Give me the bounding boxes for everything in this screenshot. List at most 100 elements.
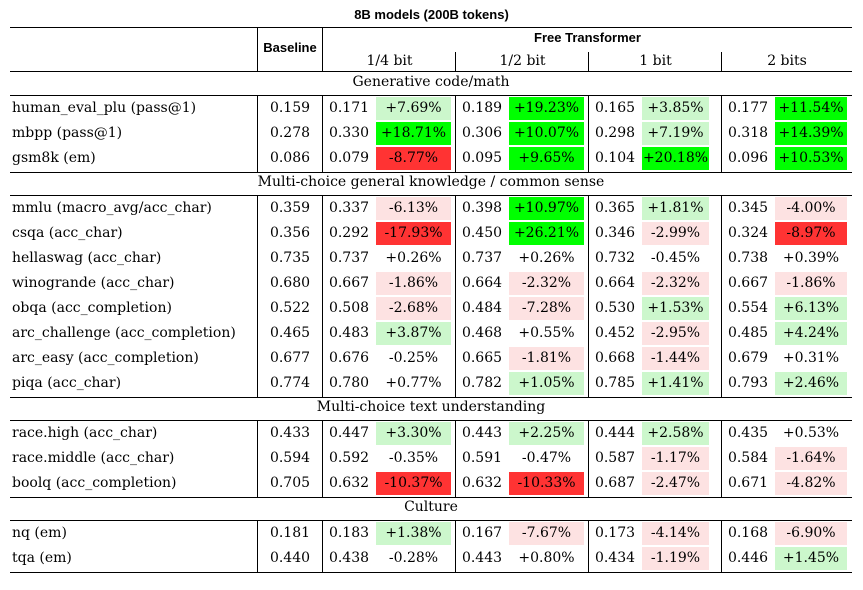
delta-percent: +26.21% (509, 222, 584, 245)
score-value: 0.732 (594, 250, 636, 266)
row-label: race.high (acc_char) (12, 425, 158, 441)
delta-percent: +0.53% (782, 425, 840, 441)
baseline-value: 0.181 (269, 525, 311, 541)
score-value: 0.189 (461, 100, 503, 116)
baseline-value: 0.522 (269, 300, 311, 316)
baseline-value: 0.086 (269, 150, 311, 166)
delta-percent: -8.77% (376, 147, 451, 170)
score-value: 0.444 (594, 425, 636, 441)
delta-percent: +1.38% (376, 522, 451, 545)
delta-percent: -10.33% (509, 472, 584, 495)
score-value: 0.592 (328, 450, 370, 466)
row-label: race.middle (acc_char) (12, 450, 175, 466)
baseline-value: 0.356 (269, 225, 311, 241)
baseline-value: 0.677 (269, 350, 311, 366)
score-value: 0.485 (727, 325, 769, 341)
row-label: obqa (acc_completion) (12, 300, 172, 316)
delta-percent: +7.69% (376, 97, 451, 120)
delta-percent: -2.68% (376, 297, 451, 320)
column-rule (257, 421, 258, 497)
baseline-value: 0.705 (269, 475, 311, 491)
delta-percent: -4.82% (775, 472, 847, 495)
delta-percent: +0.55% (518, 325, 575, 341)
column-rule (257, 27, 258, 72)
score-value: 0.591 (461, 450, 503, 466)
row-label: winogrande (acc_char) (12, 275, 175, 291)
score-value: 0.738 (727, 250, 769, 266)
delta-percent: +19.23% (509, 97, 584, 120)
delta-percent: +2.46% (775, 372, 847, 395)
row-label: mmlu (macro_avg/acc_char) (12, 200, 212, 216)
column-rule (455, 196, 456, 397)
score-value: 0.667 (727, 275, 769, 291)
score-value: 0.530 (594, 300, 636, 316)
delta-percent: +0.39% (782, 250, 840, 266)
column-rule (322, 421, 323, 497)
column-rule (455, 52, 456, 72)
score-value: 0.676 (328, 350, 370, 366)
delta-percent: -0.35% (388, 450, 439, 466)
score-value: 0.171 (328, 100, 370, 116)
baseline-value: 0.680 (269, 275, 311, 291)
baseline-header: Baseline (263, 40, 317, 55)
score-value: 0.435 (727, 425, 769, 441)
baseline-value: 0.735 (269, 250, 311, 266)
row-label: boolq (acc_completion) (12, 475, 177, 491)
score-value: 0.346 (594, 225, 636, 241)
column-rule (721, 521, 722, 572)
score-value: 0.468 (461, 325, 503, 341)
row-label: hellaswag (acc_char) (12, 250, 162, 266)
column-rule (455, 521, 456, 572)
score-value: 0.587 (594, 450, 636, 466)
baseline-value: 0.465 (269, 325, 311, 341)
delta-percent: +1.41% (642, 372, 709, 395)
score-value: 0.668 (594, 350, 636, 366)
score-value: 0.096 (727, 150, 769, 166)
delta-percent: +1.53% (642, 297, 709, 320)
row-label: nq (em) (12, 525, 67, 541)
delta-percent: -2.47% (642, 472, 709, 495)
table-title: 8B models (200B tokens) (354, 7, 509, 22)
score-value: 0.398 (461, 200, 503, 216)
score-value: 0.337 (328, 200, 370, 216)
baseline-value: 0.433 (269, 425, 311, 441)
score-value: 0.318 (727, 125, 769, 141)
score-value: 0.665 (461, 350, 503, 366)
score-value: 0.452 (594, 325, 636, 341)
score-value: 0.443 (461, 550, 503, 566)
column-rule (588, 52, 589, 72)
delta-percent: -7.67% (509, 522, 584, 545)
column-rule (322, 27, 323, 72)
delta-percent: +0.26% (518, 250, 575, 266)
column-rule (257, 96, 258, 172)
delta-percent: -0.25% (388, 350, 439, 366)
baseline-value: 0.774 (269, 375, 311, 391)
delta-percent: -0.45% (650, 250, 701, 266)
row-label: human_eval_plu (pass@1) (12, 100, 197, 116)
delta-percent: -1.19% (642, 547, 709, 570)
row-label: piqa (acc_char) (12, 375, 122, 391)
score-value: 0.671 (727, 475, 769, 491)
score-value: 0.330 (328, 125, 370, 141)
delta-percent: +1.05% (509, 372, 584, 395)
delta-percent: -1.64% (775, 447, 847, 470)
score-value: 0.737 (328, 250, 370, 266)
score-value: 0.167 (461, 525, 503, 541)
score-value: 0.292 (328, 225, 370, 241)
score-value: 0.434 (594, 550, 636, 566)
score-value: 0.780 (328, 375, 370, 391)
baseline-value: 0.278 (269, 125, 311, 141)
delta-percent: +3.30% (376, 422, 451, 445)
free-transformer-header: Free Transformer (534, 30, 641, 45)
delta-percent: +0.31% (782, 350, 840, 366)
column-rule (721, 196, 722, 397)
score-value: 0.785 (594, 375, 636, 391)
column-rule (588, 521, 589, 572)
section-title: Culture (404, 499, 458, 515)
score-value: 0.508 (328, 300, 370, 316)
baseline-value: 0.159 (269, 100, 311, 116)
row-label: arc_easy (acc_completion) (12, 350, 199, 366)
delta-percent: +2.25% (509, 422, 584, 445)
score-value: 0.298 (594, 125, 636, 141)
score-value: 0.484 (461, 300, 503, 316)
